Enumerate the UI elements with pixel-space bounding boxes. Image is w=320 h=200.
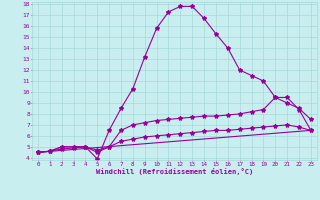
X-axis label: Windchill (Refroidissement éolien,°C): Windchill (Refroidissement éolien,°C) [96,168,253,175]
